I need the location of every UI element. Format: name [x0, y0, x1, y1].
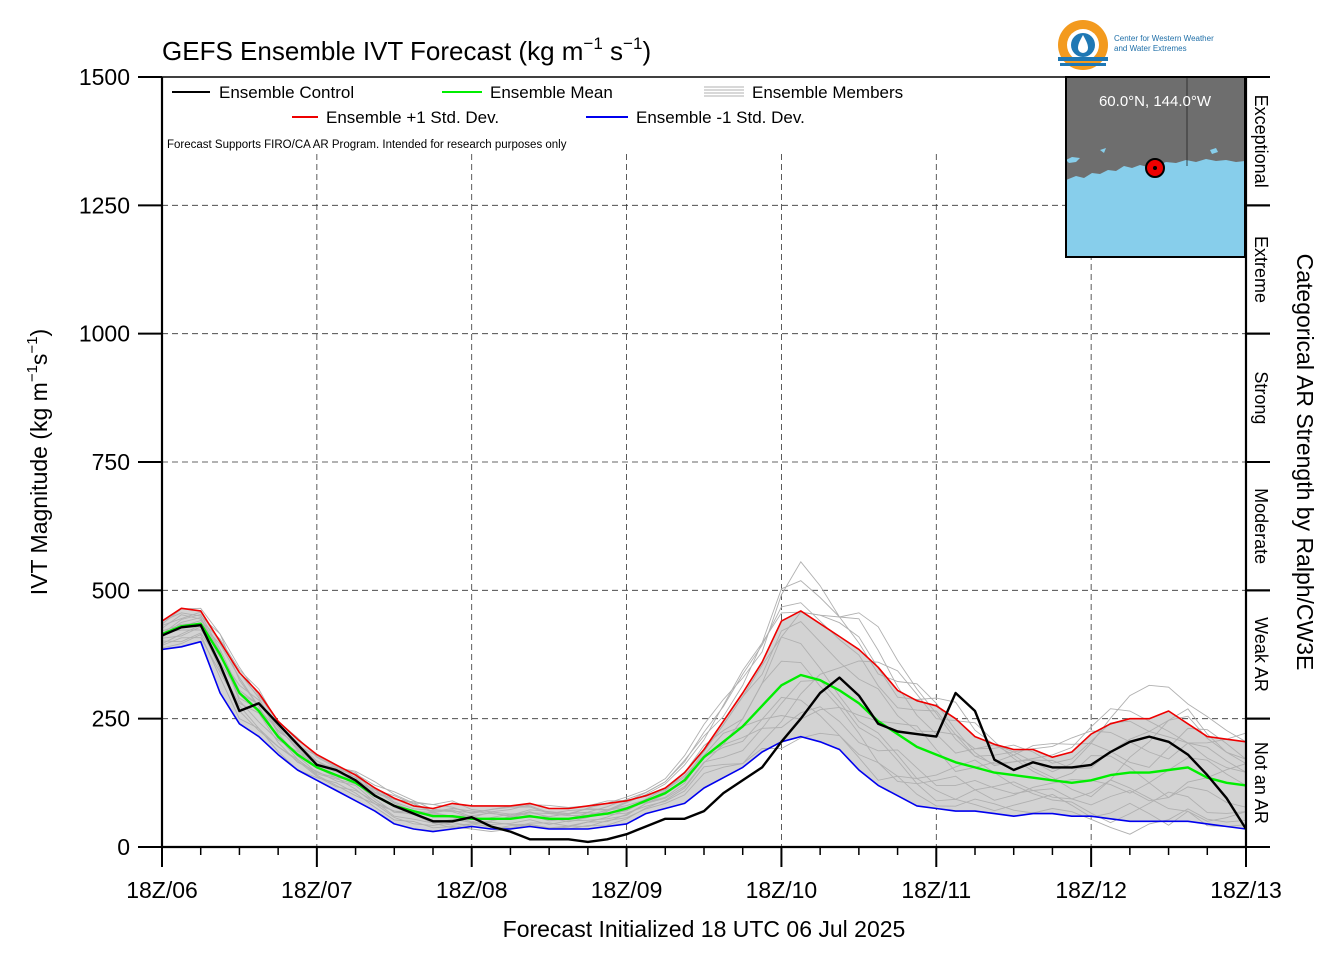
ensemble-member-line [162, 633, 1246, 832]
category-label: Extreme [1251, 236, 1271, 303]
legend-label-minus-std: Ensemble -1 Std. Dev. [636, 108, 805, 127]
y-tick-label: 1000 [79, 321, 130, 347]
x-tick-label: 18Z/08 [436, 877, 508, 903]
inset-location-label: 60.0°N, 144.0°W [1099, 93, 1212, 110]
x-tick-label: 18Z/13 [1210, 877, 1282, 903]
category-label: Moderate [1251, 488, 1271, 564]
category-label: Weak AR [1251, 617, 1271, 692]
category-labels: Not an AR Weak AR Moderate Strong Extreme Exc… [1251, 95, 1271, 824]
research-note: Forecast Supports FIRO/CA AR Program. In… [167, 139, 567, 151]
legend-label-members: Ensemble Members [752, 83, 903, 102]
inset-ocean [1066, 159, 1245, 257]
legend-label-control: Ensemble Control [219, 83, 354, 102]
ensemble-member-line [162, 602, 1246, 816]
right-axis-label: Categorical AR Strength by Ralph/CW3E [1292, 254, 1318, 671]
x-tick-label: 18Z/09 [591, 877, 663, 903]
y-tick-label: 250 [92, 706, 130, 732]
x-tick-labels: 18Z/06 18Z/07 18Z/08 18Z/09 18Z/10 18Z/11 18Z/… [126, 877, 1282, 903]
series-line-control [162, 624, 1246, 844]
y-tick-labels: 0 250 500 750 1000 1250 1500 [79, 64, 130, 860]
y-axis-label: IVT Magnitude (kg m−1s−1) [24, 329, 52, 595]
x-tick-label: 18Z/06 [126, 877, 198, 903]
logo-text-line2: and Water Extremes [1114, 44, 1187, 53]
ensemble-member-line [162, 632, 1246, 823]
y-tick-label: 500 [92, 577, 130, 603]
category-label: Strong [1251, 371, 1271, 424]
std-dev-spread [162, 608, 1246, 832]
chart-title: GEFS Ensemble IVT Forecast (kg m−1 s−1) [162, 34, 651, 66]
category-label: Not an AR [1251, 742, 1271, 824]
cw3e-logo: Center for Western Weather and Water Ext… [1058, 20, 1214, 70]
spread-layer [162, 608, 1246, 832]
legend: Ensemble Control Ensemble Mean Ensemble … [167, 83, 903, 151]
y-tick-label: 1250 [79, 192, 130, 218]
ensemble-member-line [162, 637, 1246, 835]
x-tick-label: 18Z/11 [901, 877, 971, 903]
stats-layer [162, 607, 1246, 844]
series-line-minus-std [162, 640, 1246, 833]
legend-label-mean: Ensemble Mean [490, 83, 613, 102]
x-tick-label: 18Z/10 [746, 877, 818, 903]
y-tick-label: 0 [117, 834, 130, 860]
inset-map: 60.0°N, 144.0°W [1065, 76, 1246, 258]
x-tick-label: 18Z/12 [1055, 877, 1127, 903]
y-tick-label: 750 [92, 449, 130, 475]
legend-label-plus-std: Ensemble +1 Std. Dev. [326, 108, 499, 127]
x-tick-label: 18Z/07 [281, 877, 353, 903]
y-tick-label: 1500 [79, 64, 130, 90]
logo-text-line1: Center for Western Weather [1114, 34, 1214, 43]
ensemble-member-line [162, 626, 1246, 825]
series-line-mean [162, 622, 1246, 820]
category-label: Exceptional [1251, 95, 1271, 188]
x-axis-label: Forecast Initialized 18 UTC 06 Jul 2025 [503, 916, 906, 942]
legend-swatch-members [704, 86, 744, 97]
series-line-plus-std [162, 607, 1246, 810]
axes-frame [138, 76, 1270, 867]
ensemble-member-line [162, 561, 1246, 816]
ensemble-member-line [162, 611, 1246, 824]
